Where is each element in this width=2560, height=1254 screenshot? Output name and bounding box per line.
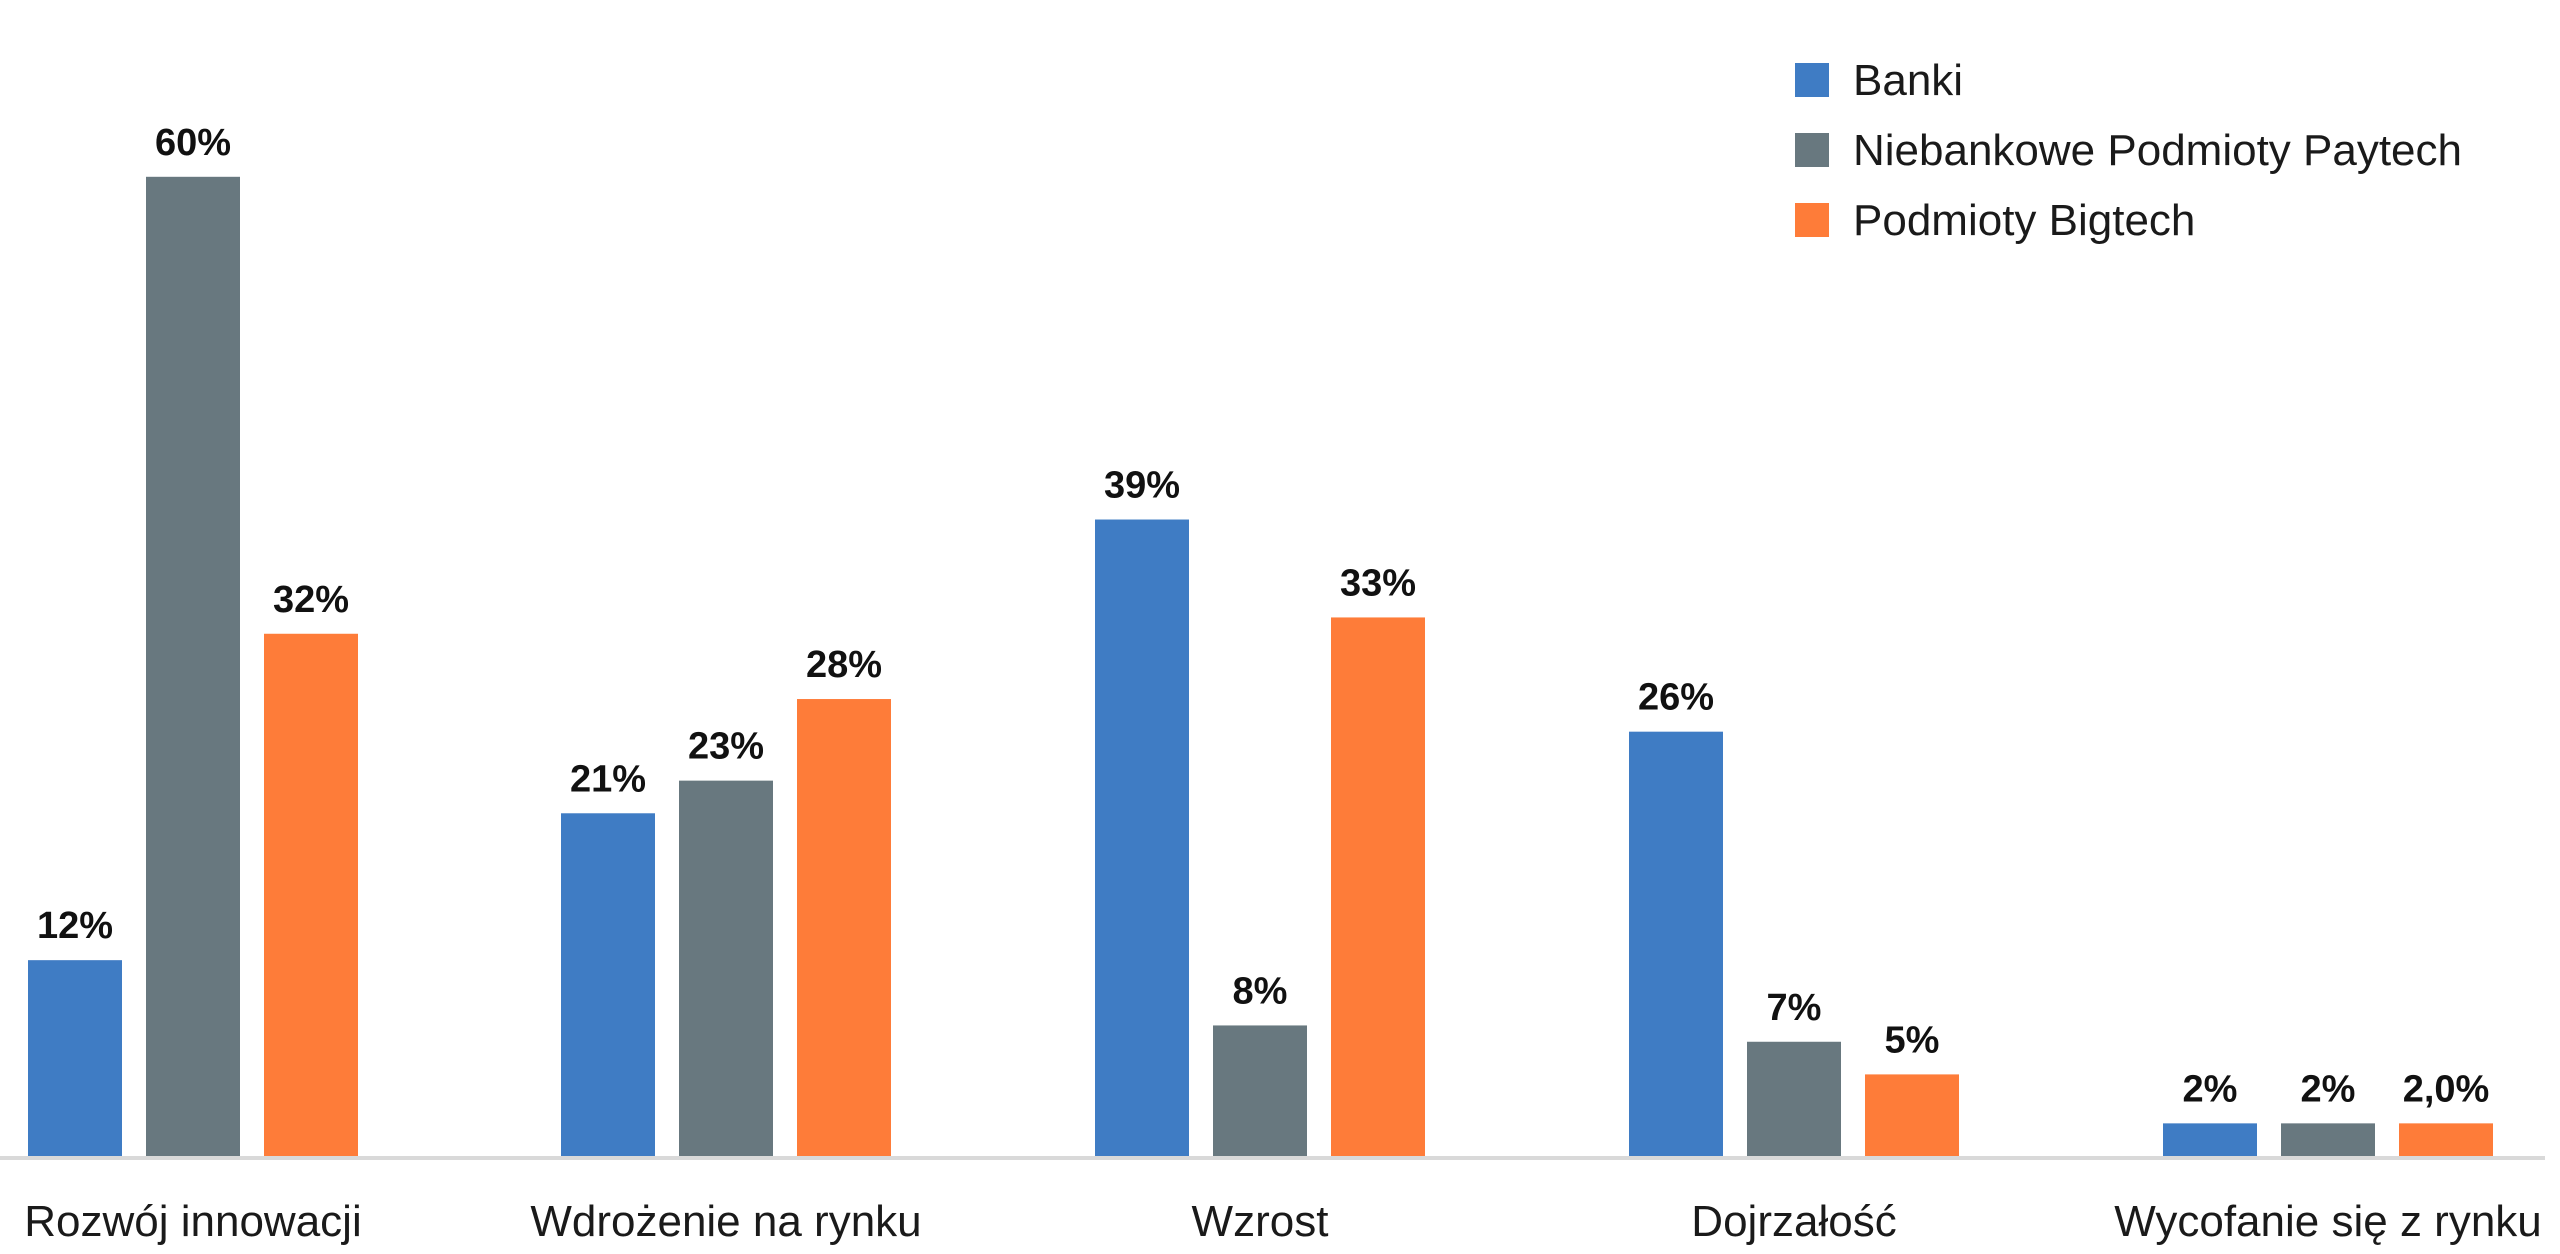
bar-3-4	[1865, 1074, 1959, 1156]
value-label-3-4: 5%	[1885, 1019, 1940, 1061]
value-label-1-2: 21%	[570, 758, 646, 800]
value-label-2-3: 8%	[1233, 970, 1288, 1012]
value-label-1-1: 12%	[37, 905, 113, 947]
bar-1-4	[1629, 731, 1723, 1156]
bar-1-5	[2163, 1123, 2257, 1156]
value-label-1-4: 26%	[1638, 677, 1714, 719]
bar-2-1	[146, 176, 240, 1157]
legend-swatch-2	[1795, 133, 1829, 167]
value-label-3-2: 28%	[806, 644, 882, 686]
bar-2-2	[679, 780, 773, 1156]
value-label-3-1: 32%	[273, 579, 349, 621]
legend-swatch-3	[1795, 203, 1829, 237]
bar-3-3	[1331, 617, 1425, 1156]
category-label-5: Wycofanie się z rynku	[2114, 1197, 2542, 1246]
bar-2-3	[1213, 1025, 1307, 1156]
value-label-2-4: 7%	[1767, 987, 1822, 1029]
category-label-3: Wzrost	[1192, 1197, 1329, 1246]
value-label-2-5: 2%	[2301, 1068, 2356, 1110]
value-label-2-1: 60%	[155, 122, 231, 164]
bar-3-5	[2399, 1123, 2493, 1156]
legend: Banki Niebankowe Podmioty Paytech Podmioty…	[1795, 56, 2462, 245]
category-label-4: Dojrzałość	[1691, 1197, 1896, 1246]
category-label-1: Rozwój innowacji	[24, 1197, 361, 1246]
legend-swatch-1	[1795, 63, 1829, 97]
bar-1-2	[561, 813, 655, 1156]
bar-3-1	[264, 633, 358, 1156]
bar-1-3	[1095, 519, 1189, 1156]
category-labels-group: Rozwój innowacji Wdrożenie na rynku Wzrost…	[24, 1197, 2542, 1246]
value-label-1-5: 2%	[2183, 1068, 2238, 1110]
bar-1-1	[28, 960, 122, 1156]
value-label-1-3: 39%	[1104, 465, 1180, 507]
legend-label-2: Niebankowe Podmioty Paytech	[1853, 126, 2462, 175]
legend-label-1: Banki	[1853, 56, 1963, 105]
bar-2-5	[2281, 1123, 2375, 1156]
legend-label-3: Podmioty Bigtech	[1853, 196, 2195, 245]
value-label-2-2: 23%	[688, 726, 764, 768]
bar-2-4	[1747, 1041, 1841, 1156]
value-label-3-5: 2,0%	[2403, 1068, 2490, 1110]
value-label-3-3: 33%	[1340, 562, 1416, 604]
bars-group	[28, 176, 2493, 1157]
bar-3-2	[797, 699, 891, 1156]
category-label-2: Wdrożenie na rynku	[530, 1197, 921, 1246]
value-labels-group: 12% 60% 32% 21% 23% 28% 39% 8% 33% 26% 7% 5% 2% 2% 2,0…	[37, 122, 2489, 1111]
